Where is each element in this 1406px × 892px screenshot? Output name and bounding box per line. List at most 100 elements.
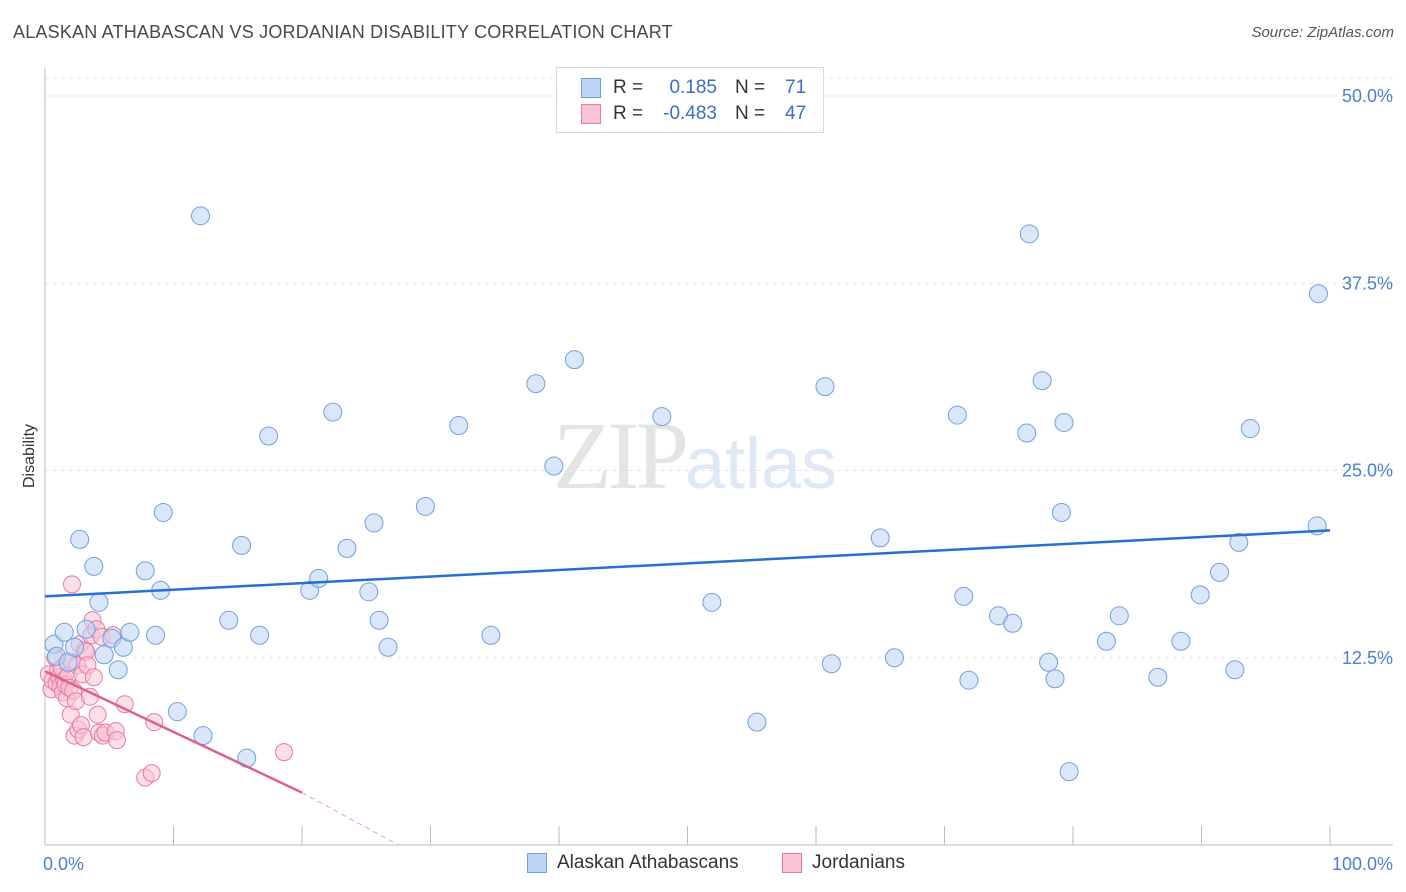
y-tick-label: 37.5% <box>1342 273 1393 293</box>
athabascans-point <box>70 529 90 549</box>
athabascans-point <box>1054 413 1074 433</box>
athabascans-point <box>747 712 767 732</box>
athabascans-point <box>564 350 584 370</box>
watermark-atlas: atlas <box>685 424 838 504</box>
jordanians-point <box>74 728 93 747</box>
athabascans-point <box>167 702 187 722</box>
legend-r-value: 0.185 <box>669 77 717 98</box>
athabascans-point <box>1017 423 1037 443</box>
y-tick-label: 50.0% <box>1342 86 1393 106</box>
axes <box>44 68 1393 846</box>
athabascans-point <box>135 561 155 581</box>
athabascans-point <box>870 528 890 548</box>
x-tick-label: 0.0% <box>43 854 84 874</box>
jordanians-trend-extension <box>301 792 399 846</box>
athabascans-point <box>481 625 501 645</box>
athabascans-point <box>259 426 279 446</box>
athabascans-point <box>1225 660 1245 680</box>
athabascans-trend-line <box>44 529 1331 598</box>
athabascans-point <box>84 556 104 576</box>
legend-row-athabascans: R = 0.185 N = 71 <box>581 76 806 100</box>
athabascans-point <box>959 670 979 690</box>
athabascans-point <box>94 645 114 665</box>
jordanians-points <box>39 575 294 787</box>
athabascans-point <box>323 402 343 422</box>
athabascans-point <box>76 619 96 639</box>
bottom-legend-label: Jordanians <box>812 852 905 873</box>
bottom-legend-jordanians: Jordanians <box>782 852 905 874</box>
athabascans-point <box>1039 652 1059 672</box>
athabascans-point <box>1051 502 1071 522</box>
athabascans-point <box>89 592 109 612</box>
bottom-legend-swatch-pink <box>782 853 802 873</box>
jordanians-point <box>142 764 161 783</box>
athabascans-point <box>364 513 384 533</box>
chart-title: ALASKAN ATHABASCAN VS JORDANIAN DISABILI… <box>13 22 673 42</box>
athabascans-point <box>120 622 140 642</box>
athabascans-point <box>190 206 210 226</box>
legend-n-label: N = <box>735 77 766 98</box>
athabascans-point <box>1003 613 1023 633</box>
athabascans-point <box>309 568 329 588</box>
y-axis-label: Disability <box>21 424 38 488</box>
trend-lines <box>44 529 1331 846</box>
athabascans-point <box>153 502 173 522</box>
athabascans-point <box>702 592 722 612</box>
athabascans-point <box>232 535 252 555</box>
bottom-legend-athabascans: Alaskan Athabascans <box>527 852 739 874</box>
legend-r-label: R = <box>613 103 644 124</box>
athabascans-point <box>54 622 74 642</box>
athabascans-point <box>652 407 672 427</box>
athabascans-point <box>821 654 841 674</box>
bottom-legend-label: Alaskan Athabascans <box>557 852 739 873</box>
legend-swatch-pink <box>581 104 601 124</box>
athabascans-point <box>337 538 357 558</box>
legend-n-value: 71 <box>785 77 807 98</box>
jordanians-trend-line <box>44 670 303 794</box>
athabascans-points <box>44 206 1328 782</box>
jordanians-point <box>84 668 103 687</box>
athabascans-point <box>1209 562 1229 582</box>
legend-n-label: N = <box>735 103 766 124</box>
athabascans-point <box>378 637 398 657</box>
athabascans-point <box>1240 419 1260 439</box>
athabascans-point <box>1059 762 1079 782</box>
athabascans-point <box>544 456 564 476</box>
y-tick-label: 12.5% <box>1342 648 1393 668</box>
jordanians-point <box>62 575 81 594</box>
athabascans-point <box>1190 585 1210 605</box>
legend-r-value: -0.483 <box>663 103 717 124</box>
gridlines <box>45 77 1393 659</box>
athabascans-point <box>884 648 904 668</box>
athabascans-point <box>526 374 546 394</box>
athabascans-point <box>1032 371 1052 391</box>
legend-n-value: 47 <box>785 103 807 124</box>
athabascans-point <box>359 582 379 602</box>
source-label: Source: ZipAtlas.com <box>1251 24 1394 41</box>
athabascans-point <box>219 610 239 630</box>
jordanians-point <box>88 705 107 724</box>
athabascans-point <box>108 660 128 680</box>
legend-swatch-blue <box>581 78 601 98</box>
athabascans-point <box>65 637 85 657</box>
athabascans-point <box>369 610 389 630</box>
athabascans-point <box>415 496 435 516</box>
jordanians-point <box>275 743 294 762</box>
athabascans-point <box>1096 631 1116 651</box>
x-tick-label: 100.0% <box>1332 854 1393 874</box>
jordanians-point <box>107 731 126 750</box>
athabascans-point <box>1229 532 1249 552</box>
athabascans-point <box>1171 631 1191 651</box>
legend: R = 0.185 N = 71 R = -0.483 N = 47 <box>556 67 824 133</box>
athabascans-point <box>449 416 469 436</box>
athabascans-point <box>1308 284 1328 304</box>
athabascans-point <box>1109 606 1129 626</box>
athabascans-point <box>1045 669 1065 689</box>
tick-labels: 12.5% 25.0% 37.5% 50.0% 0.0% 100.0% <box>43 86 1393 874</box>
athabascans-point <box>815 377 835 397</box>
athabascans-point <box>1148 667 1168 687</box>
athabascans-point <box>146 625 166 645</box>
athabascans-point <box>250 625 270 645</box>
athabascans-point <box>1019 224 1039 244</box>
